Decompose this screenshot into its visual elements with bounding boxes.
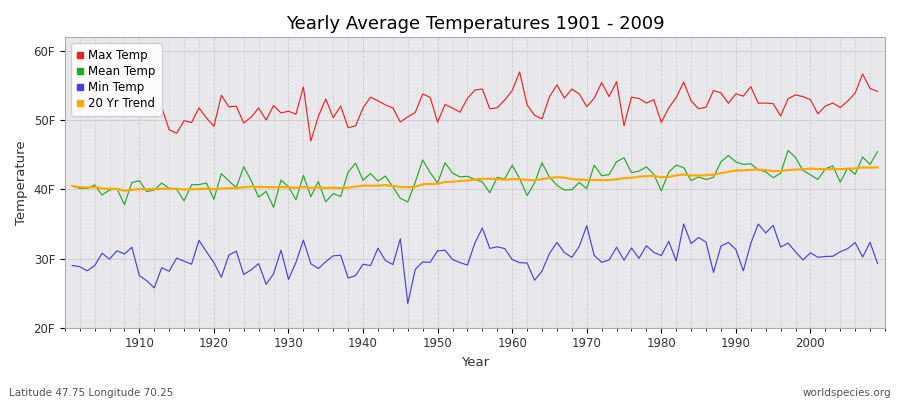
Text: worldspecies.org: worldspecies.org [803, 388, 891, 398]
Text: Latitude 47.75 Longitude 70.25: Latitude 47.75 Longitude 70.25 [9, 388, 174, 398]
Legend: Max Temp, Mean Temp, Min Temp, 20 Yr Trend: Max Temp, Mean Temp, Min Temp, 20 Yr Tre… [71, 43, 162, 116]
X-axis label: Year: Year [461, 356, 489, 369]
Title: Yearly Average Temperatures 1901 - 2009: Yearly Average Temperatures 1901 - 2009 [285, 15, 664, 33]
Y-axis label: Temperature: Temperature [15, 140, 28, 225]
